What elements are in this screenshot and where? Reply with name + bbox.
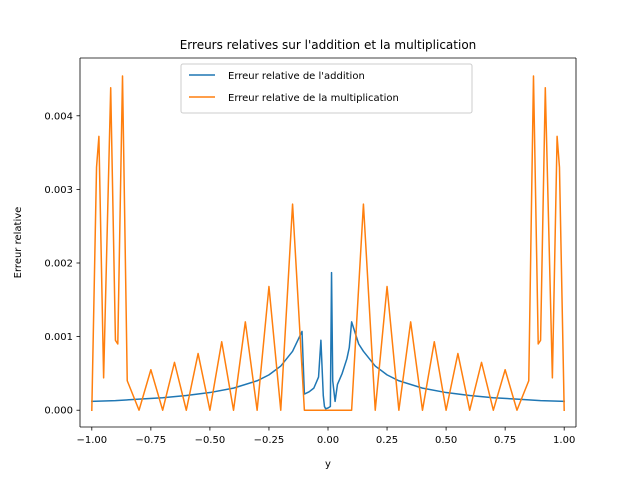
y-tick-label: 0.001 — [44, 332, 73, 343]
plot-background — [80, 58, 576, 427]
x-tick-label: −0.75 — [136, 435, 167, 446]
legend-box — [180, 63, 473, 114]
x-tick-label: 0.75 — [494, 435, 516, 446]
series-line-multiplication — [91, 75, 565, 411]
x-tick-label: −0.50 — [195, 435, 226, 446]
x-tick-label: 1.00 — [553, 435, 575, 446]
x-tick-label: 0.50 — [435, 435, 457, 446]
y-tick-label: 0.004 — [44, 111, 73, 122]
y-axis-label: Erreur relative — [13, 207, 24, 279]
x-tick-label: 0.00 — [317, 435, 339, 446]
x-tick-label: 0.25 — [376, 435, 398, 446]
x-tick-label: −0.25 — [254, 435, 285, 446]
series-layer — [91, 75, 565, 411]
x-axis-label: y — [325, 459, 331, 470]
plot-area: −1.00 −0.75 −0.50 −0.25 0.00 0.25 0.50 0.75 1.00… — [44, 57, 577, 446]
y-tick-label: 0.003 — [44, 185, 73, 196]
legend-label-multiplication: Erreur relative de la multiplication — [228, 93, 399, 104]
x-tick-label: −1.00 — [76, 435, 107, 446]
x-axis-ticks: −1.00 −0.75 −0.50 −0.25 0.00 0.25 0.50 0.75 1.00 — [76, 427, 575, 446]
y-tick-label: 0.000 — [44, 406, 73, 417]
legend: Erreur relative de l'addition Erreur rel… — [180, 63, 473, 114]
chart-title: Erreurs relatives sur l'addition et la m… — [180, 38, 477, 52]
y-axis-ticks: 0.000 0.001 0.002 0.003 0.004 — [44, 111, 80, 417]
y-tick-label: 0.002 — [44, 259, 73, 270]
legend-label-addition: Erreur relative de l'addition — [228, 71, 365, 82]
